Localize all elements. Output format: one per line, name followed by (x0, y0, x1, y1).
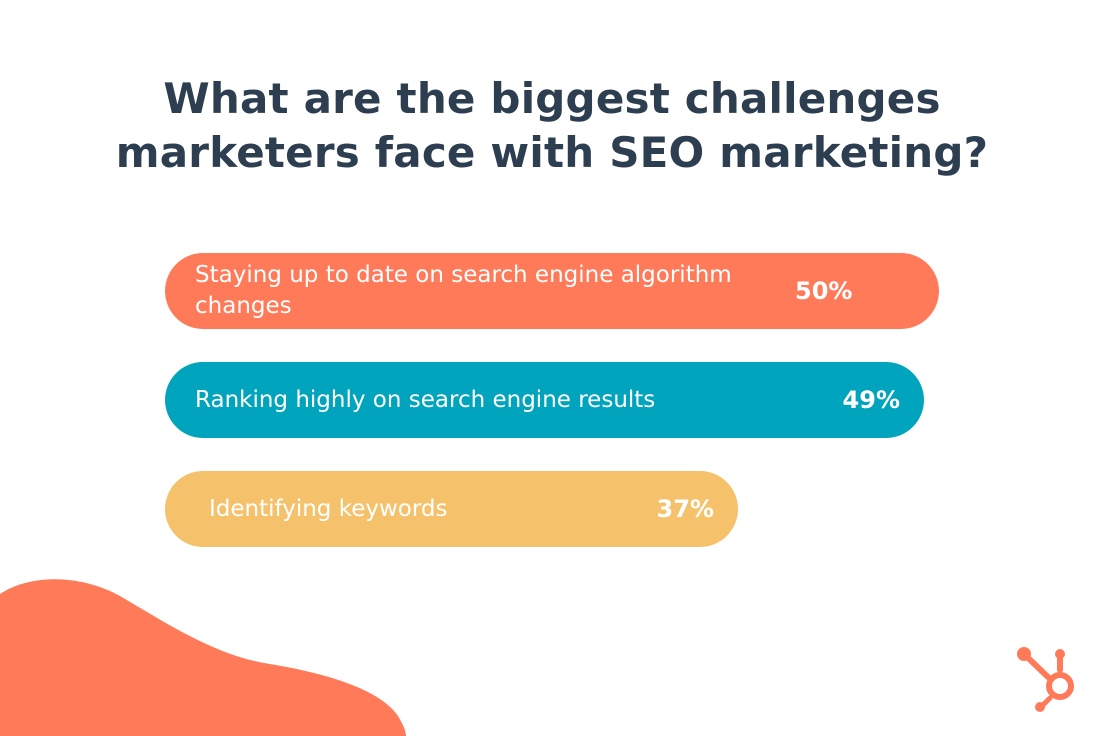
bar-value-label: 37% (656, 495, 714, 523)
bar-2: Ranking highly on search engine results 4… (165, 362, 924, 438)
blob-shape (0, 579, 406, 736)
decorative-blob (0, 579, 406, 736)
bar-3: Identifying keywords 37% (165, 471, 738, 547)
bar-1: Staying up to date on search engine algo… (165, 253, 939, 329)
bar-value-label: 50% (795, 277, 853, 305)
title-line-1: What are the biggest challenges (163, 74, 941, 123)
bar-value-label: 49% (842, 386, 900, 414)
title-line-2: marketers face with SEO marketing? (115, 128, 989, 177)
bar-label: Ranking highly on search engine results (195, 386, 656, 413)
bar-label: Identifying keywords (209, 495, 448, 522)
page-title: What are the biggest challenges marketer… (0, 72, 1104, 180)
bar-label: Staying up to date on search engine algo… (195, 262, 732, 319)
hubspot-sprocket-icon (1017, 647, 1074, 712)
